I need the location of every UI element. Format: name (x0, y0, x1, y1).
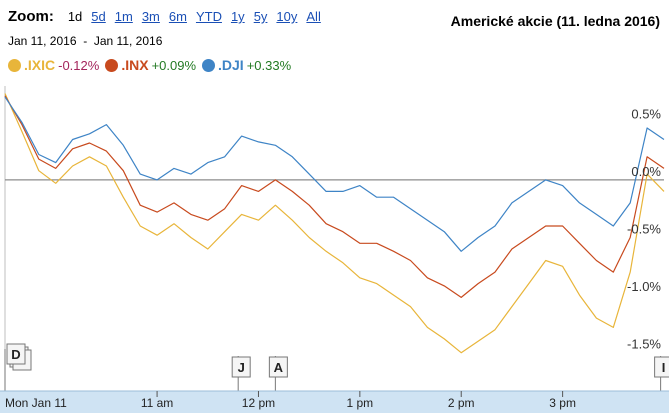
xtick-label: Mon Jan 11 (5, 396, 67, 410)
xtick-label: 1 pm (347, 396, 374, 410)
x-axis-band (0, 391, 669, 413)
ytick-label: 0.5% (631, 106, 661, 121)
zoom-option-5d[interactable]: 5d (91, 9, 106, 24)
ytick-label: -1.5% (627, 337, 661, 352)
date-range-separator: - (83, 34, 88, 48)
xtick-label: 2 pm (448, 396, 475, 410)
xtick-label: 12 pm (242, 396, 275, 410)
date-range-end: Jan 11, 2016 (93, 34, 163, 48)
event-marker-flag (231, 356, 251, 378)
chart-title: Americké akcie (11. ledna 2016) (450, 13, 660, 29)
zoom-bar: Zoom: 1d 5d 1m 3m 6m YTD 1y 5y 10y All (8, 8, 330, 28)
ytick-label: -0.5% (627, 221, 661, 236)
zoom-option-10y[interactable]: 10y (276, 9, 298, 24)
zoom-option-1d[interactable]: 1d (67, 9, 83, 24)
legend-change-inx: +0.09% (151, 57, 197, 73)
series-line-ixic (4, 93, 665, 354)
zoom-label: Zoom: (8, 8, 54, 25)
event-marker-flag (268, 356, 288, 378)
legend-name-ixic: .IXIC (24, 57, 56, 73)
zoom-option-1m[interactable]: 1m (114, 9, 133, 24)
event-marker-label: A (274, 360, 284, 375)
event-marker-flag (6, 343, 26, 365)
xtick-label: 11 am (141, 396, 173, 410)
legend-item-dji[interactable]: .DJI +0.33% (202, 57, 291, 73)
zoom-option-1y[interactable]: 1y (230, 9, 245, 24)
zoom-option-3m[interactable]: 3m (141, 9, 160, 24)
legend-item-inx[interactable]: .INX +0.09% (105, 57, 196, 73)
event-marker-label: J (238, 360, 245, 375)
legend-name-inx: .INX (121, 57, 149, 73)
series-line-dji (4, 96, 665, 252)
event-marker-flag (654, 356, 669, 378)
series-line-inx (4, 95, 665, 298)
date-range: Jan 11, 2016 - Jan 11, 2016 (8, 34, 162, 48)
zoom-option-6m[interactable]: 6m (168, 9, 187, 24)
legend-dot-dji (202, 58, 216, 72)
event-marker-label: D (11, 347, 20, 362)
zoom-option-all[interactable]: All (306, 9, 321, 24)
legend: .IXIC -0.12% .INX +0.09% .DJI +0.33% (8, 57, 297, 73)
ytick-label: -1.0% (627, 279, 661, 294)
legend-change-ixic: -0.12% (58, 57, 100, 73)
legend-name-dji: .DJI (218, 57, 244, 73)
event-marker-label: I (662, 360, 666, 375)
legend-dot-inx (105, 58, 119, 72)
legend-dot-ixic (8, 58, 21, 72)
legend-item-ixic[interactable]: .IXIC -0.12% (8, 57, 99, 73)
ytick-label: 0.0% (631, 164, 661, 179)
zoom-option-5y[interactable]: 5y (253, 9, 268, 24)
legend-change-dji: +0.33% (246, 57, 292, 73)
date-range-start: Jan 11, 2016 (8, 34, 77, 48)
zoom-option-ytd[interactable]: YTD (195, 9, 222, 24)
xtick-label: 3 pm (549, 396, 576, 410)
